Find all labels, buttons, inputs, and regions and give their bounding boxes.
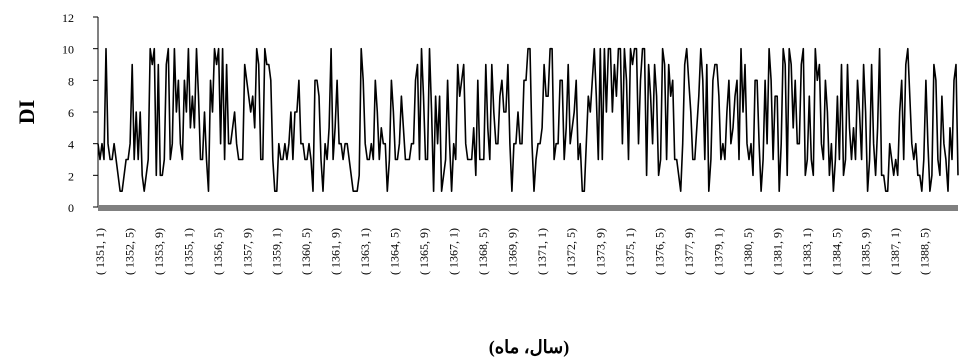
x-tick-label-24: ( 1383, 1) xyxy=(800,228,814,275)
y-tick-label-1: 2 xyxy=(68,169,74,183)
x-tick-label-6: ( 1359, 1) xyxy=(270,228,284,275)
y-tick-label-5: 10 xyxy=(62,43,74,57)
x-tick-label-2: ( 1353, 9) xyxy=(152,228,166,275)
y-tick-label-3: 6 xyxy=(68,106,74,120)
x-tick-label-5: ( 1357, 9) xyxy=(240,228,254,275)
y-tick-label-4: 8 xyxy=(68,74,74,88)
x-axis-title: (سال، ماه) xyxy=(489,337,570,358)
y-tick-label-0: 0 xyxy=(68,201,74,215)
x-tick-label-3: ( 1355, 1) xyxy=(181,228,195,275)
x-tick-label-27: ( 1387, 1) xyxy=(888,228,902,275)
x-tick-label-15: ( 1371, 1) xyxy=(535,228,549,275)
x-axis: ( 1351, 1) ( 1352, 5) ( 1353, 9) ( 1355, 1)… xyxy=(93,205,958,275)
x-tick-label-14: ( 1369, 9) xyxy=(505,228,519,275)
x-tick-label-7: ( 1360, 5) xyxy=(299,228,313,275)
x-tick-label-4: ( 1356, 5) xyxy=(211,228,225,275)
x-tick-label-25: ( 1384, 5) xyxy=(829,228,843,275)
y-tick-label-6: 12 xyxy=(62,11,74,25)
x-tick-label-13: ( 1368, 5) xyxy=(476,228,490,275)
x-tick-label-17: ( 1373, 9) xyxy=(594,228,608,275)
x-axis-bar xyxy=(98,205,958,211)
series-line-0 xyxy=(97,47,959,192)
y-axis: 0 2 4 6 8 10 12 xyxy=(62,11,99,215)
x-tick-label-19: ( 1376, 5) xyxy=(653,228,667,275)
x-tick-label-23: ( 1381, 9) xyxy=(770,228,784,275)
x-tick-label-22: ( 1380, 5) xyxy=(741,228,755,275)
x-tick-label-9: ( 1363, 1) xyxy=(358,228,372,275)
x-tick-label-11: ( 1365, 9) xyxy=(417,228,431,275)
x-tick-label-21: ( 1379, 1) xyxy=(711,228,725,275)
y-tick-label-2: 4 xyxy=(68,138,74,152)
series-group xyxy=(97,47,959,192)
x-tick-label-12: ( 1367, 1) xyxy=(446,228,460,275)
x-tick-label-18: ( 1375, 1) xyxy=(623,228,637,275)
x-tick-label-26: ( 1385, 9) xyxy=(859,228,873,275)
x-tick-label-16: ( 1372, 5) xyxy=(564,228,578,275)
x-tick-label-28: ( 1388, 5) xyxy=(918,228,932,275)
x-tick-label-20: ( 1377, 9) xyxy=(682,228,696,275)
x-tick-label-1: ( 1352, 5) xyxy=(122,228,136,275)
y-axis-title: DI xyxy=(14,100,39,124)
x-tick-label-8: ( 1361, 9) xyxy=(329,228,343,275)
x-tick-label-0: ( 1351, 1) xyxy=(93,228,107,275)
x-tick-label-10: ( 1364, 5) xyxy=(388,228,402,275)
